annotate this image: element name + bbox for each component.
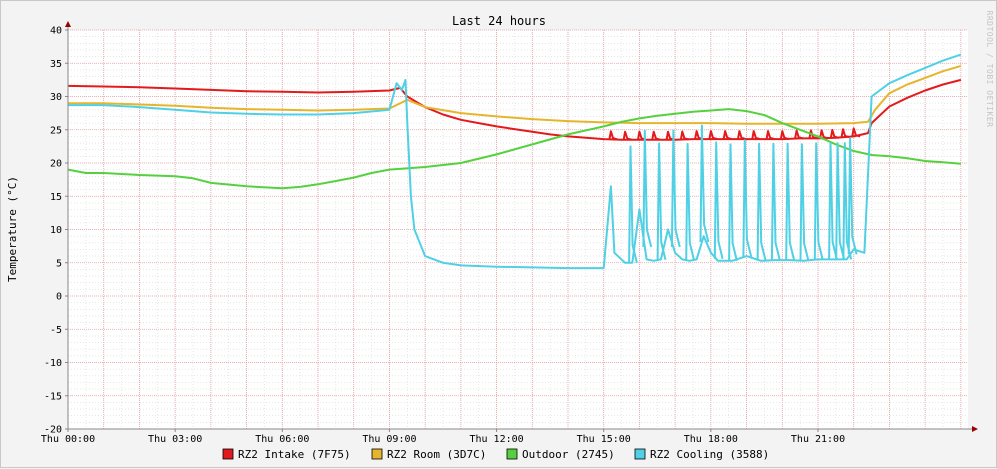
y-tick-label: 25 bbox=[50, 125, 62, 136]
series-spike-0 bbox=[794, 129, 804, 140]
series-spike-3 bbox=[756, 142, 767, 261]
x-tick-label: Thu 21:00 bbox=[791, 434, 845, 445]
series-group bbox=[67, 53, 962, 270]
series-spike-3 bbox=[670, 129, 681, 248]
legend-swatch-2 bbox=[506, 448, 518, 460]
y-tick-label: 0 bbox=[56, 292, 62, 303]
y-axis-arrow bbox=[65, 21, 71, 27]
y-tick-label: 10 bbox=[50, 225, 62, 236]
y-tick-label: -5 bbox=[50, 325, 62, 336]
y-tick-label: -20 bbox=[44, 425, 62, 436]
y-tick-label: -15 bbox=[44, 391, 62, 402]
series-spike-3 bbox=[713, 141, 724, 260]
series-spike-3 bbox=[847, 137, 858, 255]
series-line-1 bbox=[68, 64, 962, 125]
series-spike-3 bbox=[828, 142, 838, 260]
legend-label-2: Outdoor (2745) bbox=[522, 448, 615, 461]
series-spike-0 bbox=[840, 128, 850, 139]
y-tick-label: 30 bbox=[50, 92, 62, 103]
x-tick-label: Thu 12:00 bbox=[469, 434, 523, 445]
series-spike-3 bbox=[656, 142, 667, 261]
x-axis-arrow bbox=[972, 426, 978, 432]
series-spike-0 bbox=[622, 130, 632, 141]
series-spike-3 bbox=[742, 139, 753, 257]
x-tick-label: Thu 18:00 bbox=[684, 434, 738, 445]
y-tick-label: -10 bbox=[44, 358, 62, 369]
legend-label-3: RZ2 Cooling (3588) bbox=[650, 448, 769, 461]
legend-label-1: RZ2 Room (3D7C) bbox=[387, 448, 486, 461]
series-spike-0 bbox=[708, 130, 718, 141]
y-tick-label: 20 bbox=[50, 159, 62, 170]
legend-item-0: RZ2 Intake (7F75) bbox=[222, 448, 351, 461]
y-tick-label: 35 bbox=[50, 59, 62, 70]
series-spike-3 bbox=[728, 143, 738, 262]
series-spike-3 bbox=[628, 145, 638, 264]
y-tick-label: 15 bbox=[50, 192, 62, 203]
legend-swatch-3 bbox=[634, 448, 646, 460]
series-spike-0 bbox=[779, 130, 789, 141]
series-spike-3 bbox=[642, 129, 653, 248]
series-spike-3 bbox=[799, 143, 810, 261]
legend-item-1: RZ2 Room (3D7C) bbox=[371, 448, 486, 461]
series-spike-3 bbox=[785, 142, 796, 261]
chart-title: Last 24 hours bbox=[452, 14, 546, 28]
series-spike-0 bbox=[765, 130, 775, 141]
rrdtool-watermark: RRDTOOL / TOBI OETIKER bbox=[985, 11, 994, 128]
x-tick-label: Thu 03:00 bbox=[148, 434, 202, 445]
legend-item-2: Outdoor (2745) bbox=[506, 448, 615, 461]
x-tick-label: Thu 06:00 bbox=[255, 434, 309, 445]
series-spike-0 bbox=[751, 130, 761, 141]
y-tick-label: 40 bbox=[50, 26, 62, 37]
series-spike-0 bbox=[829, 128, 839, 139]
series-spike-0 bbox=[679, 130, 689, 141]
legend-swatch-1 bbox=[371, 448, 383, 460]
x-tick-label: Thu 09:00 bbox=[362, 434, 416, 445]
series-spike-3 bbox=[699, 124, 710, 243]
y-tick-label: 5 bbox=[56, 258, 62, 269]
series-spike-3 bbox=[835, 142, 846, 260]
series-spike-3 bbox=[770, 142, 781, 261]
x-tick-label: Thu 00:00 bbox=[41, 434, 95, 445]
series-spike-0 bbox=[819, 129, 829, 140]
series-spike-0 bbox=[651, 130, 661, 141]
y-axis-label: Temperature (°C) bbox=[6, 176, 19, 282]
series-spike-0 bbox=[851, 127, 861, 138]
legend-swatch-0 bbox=[222, 448, 234, 460]
series-spike-3 bbox=[685, 143, 696, 261]
series-spike-0 bbox=[665, 130, 675, 141]
series-spike-0 bbox=[608, 130, 618, 141]
x-tick-label: Thu 15:00 bbox=[577, 434, 631, 445]
series-spike-0 bbox=[722, 130, 732, 141]
series-spike-3 bbox=[813, 142, 824, 260]
series-line-2 bbox=[67, 108, 961, 190]
legend-label-0: RZ2 Intake (7F75) bbox=[238, 448, 351, 461]
legend-item-3: RZ2 Cooling (3588) bbox=[634, 448, 769, 461]
series-line-0 bbox=[67, 78, 962, 141]
series-spike-0 bbox=[737, 130, 747, 141]
